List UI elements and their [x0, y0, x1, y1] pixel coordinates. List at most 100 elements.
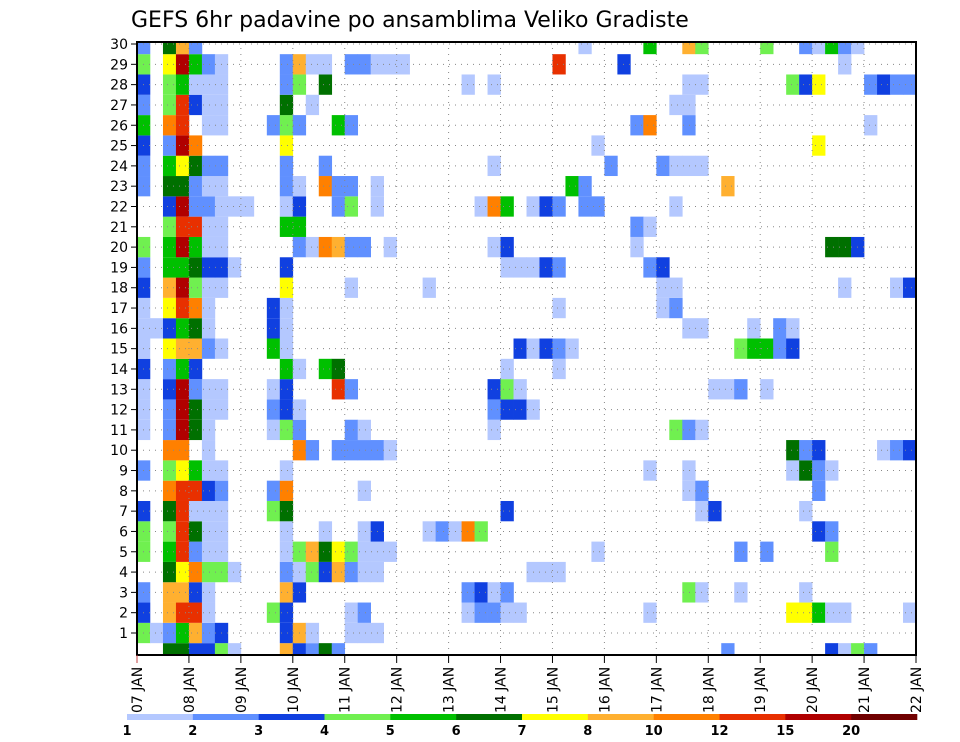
heatmap-cell [825, 643, 839, 655]
heatmap-cell [175, 460, 190, 481]
heatmap-cell [344, 602, 359, 623]
heatmap-cell [331, 115, 346, 136]
heatmap-cell [162, 582, 177, 603]
heatmap-cell [721, 643, 735, 655]
heatmap-cell [357, 541, 371, 562]
heatmap-cell [162, 440, 177, 461]
chart-title: GEFS 6hr padavine po ansamblima Veliko G… [131, 8, 689, 33]
heatmap-cell [175, 602, 190, 623]
heatmap-cell [279, 135, 294, 156]
heatmap-cell [175, 561, 190, 583]
heatmap-cell [396, 54, 410, 75]
heatmap-cell [188, 94, 203, 116]
colorbar-swatch [324, 714, 391, 720]
heatmap-cell [864, 643, 878, 655]
heatmap-cell [591, 196, 605, 217]
y-tick-label: 27 [110, 98, 128, 114]
heatmap-cell [890, 74, 904, 95]
heatmap-cell [552, 358, 566, 380]
heatmap-cell [175, 338, 190, 359]
heatmap-cell [344, 54, 359, 75]
heatmap-cell [201, 419, 216, 441]
heatmap-cell [812, 42, 826, 55]
colorbar-swatch [390, 714, 457, 720]
heatmap-cell [578, 196, 592, 217]
x-tick-label: 13 JAN [442, 667, 458, 713]
heatmap-cell [500, 236, 514, 258]
heatmap-cell [344, 541, 359, 562]
heatmap-cell [799, 460, 813, 481]
heatmap-cell [279, 338, 294, 359]
heatmap-cell [162, 277, 177, 298]
heatmap-cell [643, 216, 657, 237]
heatmap-cell [266, 115, 281, 136]
heatmap-cell [188, 257, 203, 278]
heatmap-cell [903, 440, 917, 461]
heatmap-cell [279, 460, 294, 481]
heatmap-cell [175, 297, 190, 319]
y-tick-label: 3 [119, 585, 128, 601]
heatmap-cell [682, 419, 696, 441]
heatmap-cell [552, 257, 566, 278]
heatmap-cell [552, 54, 566, 75]
y-tick-label: 28 [110, 78, 128, 94]
heatmap-cell [201, 216, 216, 237]
heatmap-cell [188, 541, 203, 562]
heatmap-cell [487, 74, 501, 95]
x-tick-label: 22 JAN [909, 667, 925, 713]
heatmap-cell [565, 338, 579, 359]
heatmap-cell [656, 277, 670, 298]
heatmap-cell [318, 236, 333, 258]
heatmap-cell [682, 42, 696, 55]
heatmap-cell [201, 379, 216, 400]
heatmap-cell [383, 54, 397, 75]
heatmap-cell [279, 521, 294, 542]
heatmap-cell [188, 318, 203, 339]
heatmap-cell [461, 521, 475, 542]
heatmap-cell [201, 602, 216, 623]
heatmap-cell [175, 115, 190, 136]
heatmap-cell [760, 541, 774, 562]
heatmap-cell [240, 196, 255, 217]
heatmap-cell [162, 541, 177, 562]
heatmap-cell [162, 216, 177, 237]
heatmap-cell [227, 196, 242, 217]
heatmap-cell [786, 338, 800, 359]
y-tick-label: 21 [110, 220, 128, 236]
colorbar-label: 1 [122, 724, 131, 739]
heatmap-cell [162, 379, 177, 400]
heatmap-cell [331, 358, 346, 380]
heatmap-cell [357, 236, 371, 258]
heatmap-cell [162, 94, 177, 116]
heatmap-cell [682, 582, 696, 603]
heatmap-cell [682, 94, 696, 116]
heatmap-cell [175, 74, 190, 95]
heatmap-cell [331, 561, 346, 583]
heatmap-cell [812, 460, 826, 481]
heatmap-cell [513, 602, 527, 623]
heatmap-cell [851, 643, 865, 655]
heatmap-cell [266, 379, 281, 400]
heatmap-cell [188, 460, 203, 481]
heatmap-cell [487, 602, 501, 623]
heatmap-cell [162, 500, 177, 522]
x-tick-label: 14 JAN [494, 667, 510, 713]
heatmap-cell [682, 318, 696, 339]
heatmap-cell [279, 643, 294, 655]
heatmap-cell [188, 643, 203, 655]
heatmap-cell [552, 196, 566, 217]
heatmap-cell [617, 54, 631, 75]
heatmap-cell [162, 74, 177, 95]
heatmap-cell [643, 115, 657, 136]
heatmap-cell [734, 379, 748, 400]
y-tick-label: 15 [110, 342, 128, 358]
heatmap-cell [162, 257, 177, 278]
heatmap-cell [305, 622, 320, 644]
heatmap-cell [799, 582, 813, 603]
heatmap-cell [188, 399, 203, 420]
heatmap-cell [201, 541, 216, 562]
heatmap-cell [175, 94, 190, 116]
heatmap-cell [344, 379, 359, 400]
heatmap-cell [305, 236, 320, 258]
heatmap-cell [500, 358, 514, 380]
